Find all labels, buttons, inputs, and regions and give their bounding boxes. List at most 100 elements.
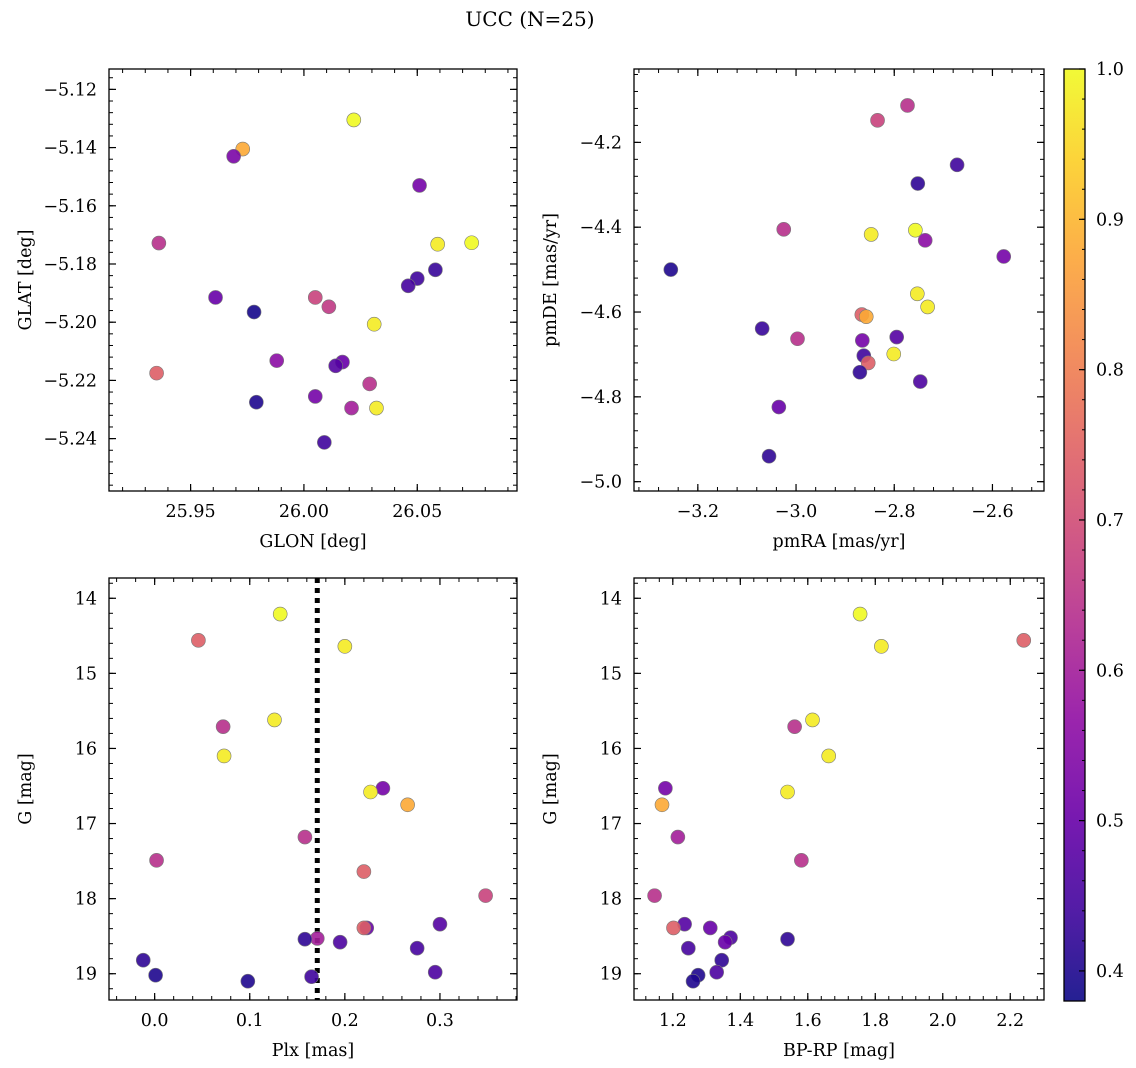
scatter-point bbox=[666, 920, 681, 936]
colorbar-gradient bbox=[1063, 68, 1086, 1002]
scatter-point bbox=[409, 940, 425, 956]
y-tick-label: −4.8 bbox=[580, 388, 623, 408]
scatter-point bbox=[794, 853, 809, 868]
x-tick-label: 25.95 bbox=[166, 502, 216, 522]
scatter-point bbox=[304, 969, 319, 985]
scatter-point bbox=[852, 364, 868, 380]
y-tick-label: 14 bbox=[75, 589, 97, 609]
y-tick-label: 18 bbox=[600, 890, 622, 910]
scatter-point bbox=[1016, 633, 1032, 648]
scatter-point bbox=[332, 934, 348, 950]
scatter-point bbox=[366, 316, 382, 332]
scatter-point bbox=[912, 374, 928, 389]
scatter-panel-1: 25.95 26.00 26.05 −5.24 −5.22 −5.20 −5.18 −5.16… bbox=[16, 68, 518, 552]
y-tick-label: −4.4 bbox=[580, 218, 623, 238]
y-tick-label: 19 bbox=[600, 965, 622, 985]
colorbar: 0.4 0.5 0.6 0.7 0.8 0.9 1.0 bbox=[1063, 60, 1124, 1002]
scatter-point bbox=[240, 973, 256, 989]
scatter-point bbox=[151, 235, 167, 251]
scatter-point bbox=[654, 797, 670, 813]
scatter-point bbox=[267, 712, 282, 728]
scatter-point bbox=[400, 278, 416, 294]
scatter-point bbox=[356, 920, 372, 936]
x-axis-label: pmRA [mas/yr] bbox=[773, 532, 906, 552]
y-tick-label: −4.2 bbox=[580, 133, 623, 153]
colorbar-tick-label: 0.4 bbox=[1096, 962, 1124, 982]
data-points bbox=[135, 578, 493, 1000]
scatter-point bbox=[346, 112, 362, 128]
data-points bbox=[149, 112, 479, 450]
scatter-point bbox=[754, 321, 770, 336]
scatter-point bbox=[709, 964, 724, 980]
scatter-point bbox=[297, 931, 313, 947]
scatter-point bbox=[771, 399, 787, 415]
colorbar-tick-label: 0.9 bbox=[1096, 210, 1124, 230]
scatter-point bbox=[307, 290, 323, 305]
scatter-point bbox=[208, 290, 223, 305]
scatter-point bbox=[215, 719, 231, 734]
y-axis-label: GLAT [deg] bbox=[16, 230, 36, 331]
y-tick-label: −5.14 bbox=[43, 139, 97, 159]
x-tick-label: −2.8 bbox=[873, 502, 916, 522]
y-tick-label: 15 bbox=[600, 664, 622, 684]
scatter-point bbox=[272, 606, 288, 622]
scatter-point bbox=[191, 633, 206, 648]
y-tick-label: −5.22 bbox=[43, 371, 97, 391]
y-tick-label: −5.24 bbox=[43, 430, 97, 450]
scatter-point bbox=[900, 98, 915, 113]
scatter-point bbox=[874, 639, 889, 654]
colorbar-tick-label: 1.0 bbox=[1096, 60, 1124, 80]
scatter-point bbox=[478, 888, 493, 903]
y-tick-label: 18 bbox=[75, 890, 97, 910]
scatter-point bbox=[863, 227, 879, 242]
y-tick-label: 17 bbox=[600, 815, 622, 835]
scatter-panel-2: −3.2 −3.0 −2.8 −2.6 −5.0 −4.8 −4.6 −4.4 −4.2 pmRA… bbox=[541, 68, 1045, 552]
x-tick-label: −2.6 bbox=[971, 502, 1014, 522]
colorbar-tick-label: 0.8 bbox=[1096, 361, 1124, 381]
x-tick-label: 26.05 bbox=[392, 502, 442, 522]
scatter-point bbox=[658, 780, 673, 796]
scatter-point bbox=[269, 353, 285, 368]
scatter-point bbox=[920, 299, 935, 315]
scatter-point bbox=[149, 365, 164, 381]
data-points bbox=[663, 98, 1012, 464]
scatter-point bbox=[149, 853, 164, 868]
y-tick-label: −5.18 bbox=[43, 255, 97, 275]
scatter-point bbox=[805, 712, 820, 728]
scatter-point bbox=[908, 222, 923, 238]
x-tick-label: 1.4 bbox=[726, 1011, 754, 1031]
y-tick-label: 14 bbox=[600, 589, 622, 609]
scatter-panel-3: 0.0 0.1 0.2 0.3 14 15 16 17 18 19 Plx [mas] G [mag] bbox=[16, 577, 518, 1061]
x-tick-label: 26.00 bbox=[279, 502, 329, 522]
axes-frame bbox=[633, 68, 1045, 492]
x-tick-label: 1.8 bbox=[861, 1011, 889, 1031]
y-tick-label: −5.12 bbox=[43, 80, 97, 100]
scatter-point bbox=[681, 940, 696, 956]
scatter-point bbox=[776, 222, 792, 237]
scatter-point bbox=[910, 286, 925, 302]
scatter-point bbox=[858, 309, 874, 324]
scatter-point bbox=[787, 719, 802, 734]
scatter-point bbox=[663, 262, 679, 277]
y-tick-label: −5.0 bbox=[580, 473, 623, 493]
y-tick-label: 15 bbox=[75, 664, 97, 684]
x-tick-label: 0.2 bbox=[331, 1011, 359, 1031]
axes-frame bbox=[108, 577, 518, 1001]
x-tick-label: 2.0 bbox=[929, 1011, 957, 1031]
scatter-point bbox=[917, 233, 933, 248]
y-tick-label: 16 bbox=[75, 739, 97, 759]
scatter-point bbox=[790, 331, 805, 347]
scatter-point bbox=[647, 888, 662, 903]
y-tick-label: −4.6 bbox=[580, 303, 623, 323]
scatter-point bbox=[226, 149, 241, 164]
x-tick-label: 0.0 bbox=[141, 1011, 169, 1031]
scatter-point bbox=[362, 376, 377, 392]
scatter-point bbox=[780, 931, 795, 947]
scatter-point bbox=[427, 964, 443, 980]
scatter-point bbox=[432, 916, 448, 932]
axes-frame bbox=[633, 577, 1045, 1001]
y-axis-label: G [mag] bbox=[16, 753, 36, 824]
scatter-point bbox=[910, 176, 926, 191]
scatter-point bbox=[321, 299, 337, 315]
